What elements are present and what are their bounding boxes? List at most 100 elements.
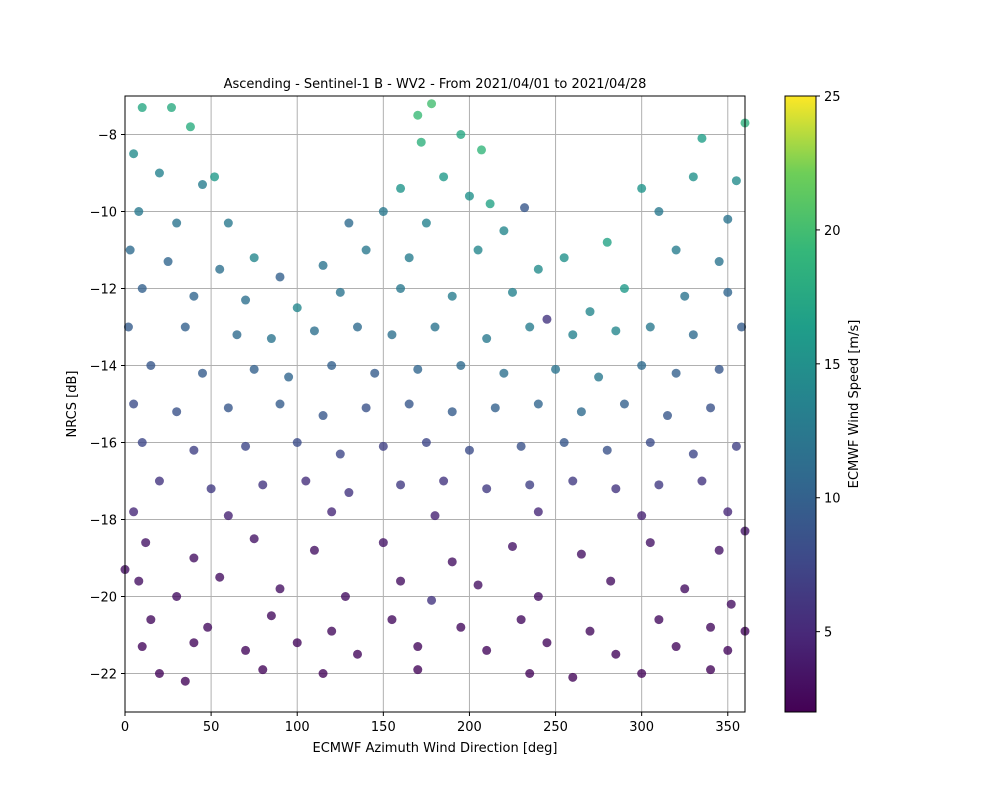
- scatter-point: [378, 207, 388, 216]
- scatter-point: [663, 411, 672, 421]
- colorbar-tick-label: 20: [824, 224, 841, 239]
- scatter-point: [146, 615, 156, 625]
- scatter-point: [134, 207, 144, 216]
- scatter-point: [688, 172, 698, 182]
- scatter-point: [731, 176, 741, 186]
- scatter-point: [125, 245, 135, 255]
- scatter-point: [482, 484, 492, 494]
- scatter-point: [249, 534, 259, 544]
- scatter-point: [210, 172, 220, 182]
- scatter-point: [309, 545, 319, 555]
- scatter-point: [542, 638, 552, 648]
- colorbar-tick-label: 10: [824, 492, 841, 507]
- colorbar: [784, 95, 817, 713]
- scatter-point: [490, 403, 500, 413]
- scatter-point: [327, 507, 337, 517]
- scatter-point: [129, 399, 139, 409]
- scatter-point: [241, 645, 251, 655]
- x-tick-label: 50: [203, 720, 220, 735]
- scatter-point: [396, 183, 406, 193]
- scatter-point: [413, 665, 423, 675]
- scatter-point: [146, 361, 156, 370]
- scatter-point: [241, 441, 251, 451]
- scatter-point: [585, 307, 595, 317]
- scatter-point: [404, 399, 414, 409]
- scatter-point: [706, 622, 716, 632]
- scatter-point: [576, 407, 586, 417]
- scatter-point: [723, 645, 733, 655]
- scatter-point: [223, 218, 233, 228]
- scatter-point: [137, 438, 147, 447]
- scatter-point: [172, 407, 182, 417]
- scatter-point: [737, 322, 747, 332]
- scatter-point: [413, 364, 423, 374]
- scatter-point: [154, 476, 164, 486]
- scatter-point: [387, 330, 397, 340]
- y-tick-label: −20: [90, 591, 117, 606]
- scatter-point: [163, 257, 173, 267]
- scatter-point: [568, 330, 578, 340]
- scatter-point: [361, 245, 371, 255]
- scatter-point: [482, 645, 492, 655]
- scatter-point: [327, 626, 337, 636]
- scatter-point: [361, 403, 371, 413]
- scatter-point: [602, 445, 612, 455]
- scatter-point: [520, 203, 530, 213]
- scatter-point: [697, 476, 707, 486]
- scatter-point: [645, 322, 655, 332]
- scatter-point: [568, 476, 578, 486]
- scatter-point: [154, 669, 164, 678]
- scatter-point: [559, 253, 569, 263]
- colorbar-ticks: 5 10 15 20 25: [816, 90, 841, 641]
- scatter-point: [688, 330, 698, 340]
- scatter-point: [340, 592, 350, 601]
- scatter-point: [680, 584, 690, 594]
- scatter-point: [275, 272, 285, 282]
- x-tick-label: 350: [715, 720, 740, 735]
- scatter-point: [671, 368, 681, 378]
- y-axis-label: NRCS [dB]: [65, 371, 80, 438]
- x-tick-label: 100: [285, 720, 310, 735]
- scatter-point: [447, 407, 457, 417]
- scatter-point: [396, 576, 406, 586]
- scatter-point: [688, 449, 698, 459]
- x-tick-label: 0: [121, 720, 129, 735]
- scatter-point: [637, 183, 647, 193]
- scatter-point: [427, 99, 437, 109]
- scatter-point: [671, 642, 681, 652]
- scatter-point: [499, 226, 509, 236]
- scatter-point: [266, 611, 276, 621]
- scatter-point: [645, 538, 655, 548]
- x-axis-ticks: 0 50 100 150 200 250 300 350: [121, 712, 740, 735]
- y-axis-ticks: −22 −20 −18 −16 −14 −12 −10 −8: [90, 129, 125, 683]
- y-tick-label: −10: [90, 206, 117, 221]
- scatter-point: [533, 592, 543, 601]
- scatter-point: [516, 615, 526, 625]
- scatter-point: [129, 149, 139, 159]
- scatter-point: [353, 649, 362, 659]
- scatter-point: [413, 110, 423, 120]
- scatter-point: [447, 557, 457, 567]
- scatter-point: [499, 368, 509, 378]
- scatter-point: [447, 291, 457, 301]
- scatter-point: [430, 511, 440, 521]
- scatter-point: [137, 642, 147, 652]
- scatter-point: [430, 322, 440, 332]
- scatter-point: [223, 511, 233, 521]
- scatter-point: [154, 168, 164, 178]
- scatter-point: [637, 669, 647, 678]
- scatter-point: [198, 368, 207, 378]
- scatter-point: [525, 322, 535, 332]
- scatter-point: [619, 284, 629, 293]
- scatter-point: [619, 399, 629, 409]
- scatter-point: [275, 584, 285, 594]
- scatter-point: [413, 642, 423, 652]
- x-tick-label: 150: [371, 720, 396, 735]
- x-tick-label: 250: [543, 720, 568, 735]
- scatter-point: [185, 122, 195, 132]
- scatter-point: [416, 137, 426, 147]
- scatter-point: [637, 511, 647, 521]
- scatter-point: [508, 541, 517, 551]
- scatter-point: [714, 257, 724, 267]
- scatter-point: [485, 199, 495, 209]
